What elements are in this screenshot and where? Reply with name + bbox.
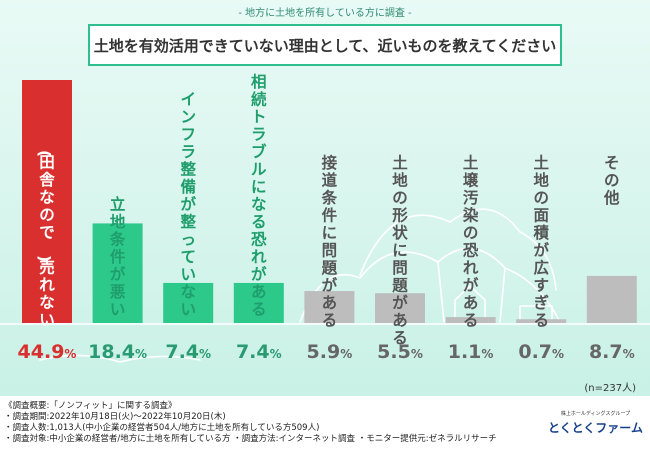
category-label-3: インフラ整備が整っていない [179,90,196,318]
category-label-2: 立地条件が悪い [109,194,126,318]
category-label-5: 接道条件に問題がある [321,153,338,330]
sample-size-label: (n=237人) [584,383,636,394]
category-label-4: 相続トラブルになる恐れがある [251,72,267,319]
category-label-6: 土地の形状に問題がある [392,153,408,347]
background-illustration [0,208,650,363]
category-label-9: その他 [603,154,620,207]
note-line: ・調査対象:中小企業の経営者/地方に土地を所有している方 ・調査方法:インターネ… [4,434,497,444]
company-logo: 株上ホールディングスグループ とくとくファーム [548,410,643,436]
bar-5 [304,291,355,323]
logo-brand: とくとくファーム [548,421,643,435]
note-line: 《調査概要:「ノンフィット」に関する調査》 [4,401,177,411]
value-label-7: 1.1% [448,341,494,363]
category-label-7: 土壌汚染の恐れがある [462,153,479,330]
chart-svg: (田舎なので)売れない 立地条件が悪い インフラ整備が整っていない 相続トラブルになる… [0,71,650,363]
value-label-5: 5.9% [307,341,353,363]
value-label-9: 8.7% [589,341,635,363]
value-label-6: 5.5% [377,341,423,363]
bar-3 [163,282,214,323]
logo-group-name: 株上ホールディングスグループ [560,411,631,417]
value-label-4: 7.4% [236,341,282,363]
bar-2 [92,223,143,323]
bar-8 [516,319,567,323]
value-label-2: 18.4% [88,341,147,363]
survey-label: - 地方に土地を所有している方に調査 - [238,8,412,19]
chart-background [0,0,650,396]
survey-notes: 《調査概要:「ノンフィット」に関する調査》 ・調査期間:2022年10月18日(… [4,401,497,445]
bar-4 [233,282,284,323]
value-label-1: 44.9% [18,341,77,363]
value-label-3: 7.4% [165,341,211,363]
category-label-1: (田舎なので)売れない [35,150,55,329]
note-line: ・調査期間:2022年10月18日(火)～2022年10月20日(木) [4,412,226,422]
bar-7 [445,317,496,323]
chart-title: 土地を有効活用できていない理由として、近いものを教えてください [88,24,562,66]
category-label-8: 土地の面積が広すぎる [532,153,549,330]
bar-6 [375,293,425,323]
note-line: ・調査人数:1,013人(中小企業の経営者504人/地方に土地を所有している方5… [4,423,320,433]
chart-title-text: 土地を有効活用できていない理由として、近いものを教えてください [93,36,557,55]
bar-1 [22,80,72,323]
bar-9 [586,275,637,323]
value-label-8: 0.7% [518,341,564,363]
